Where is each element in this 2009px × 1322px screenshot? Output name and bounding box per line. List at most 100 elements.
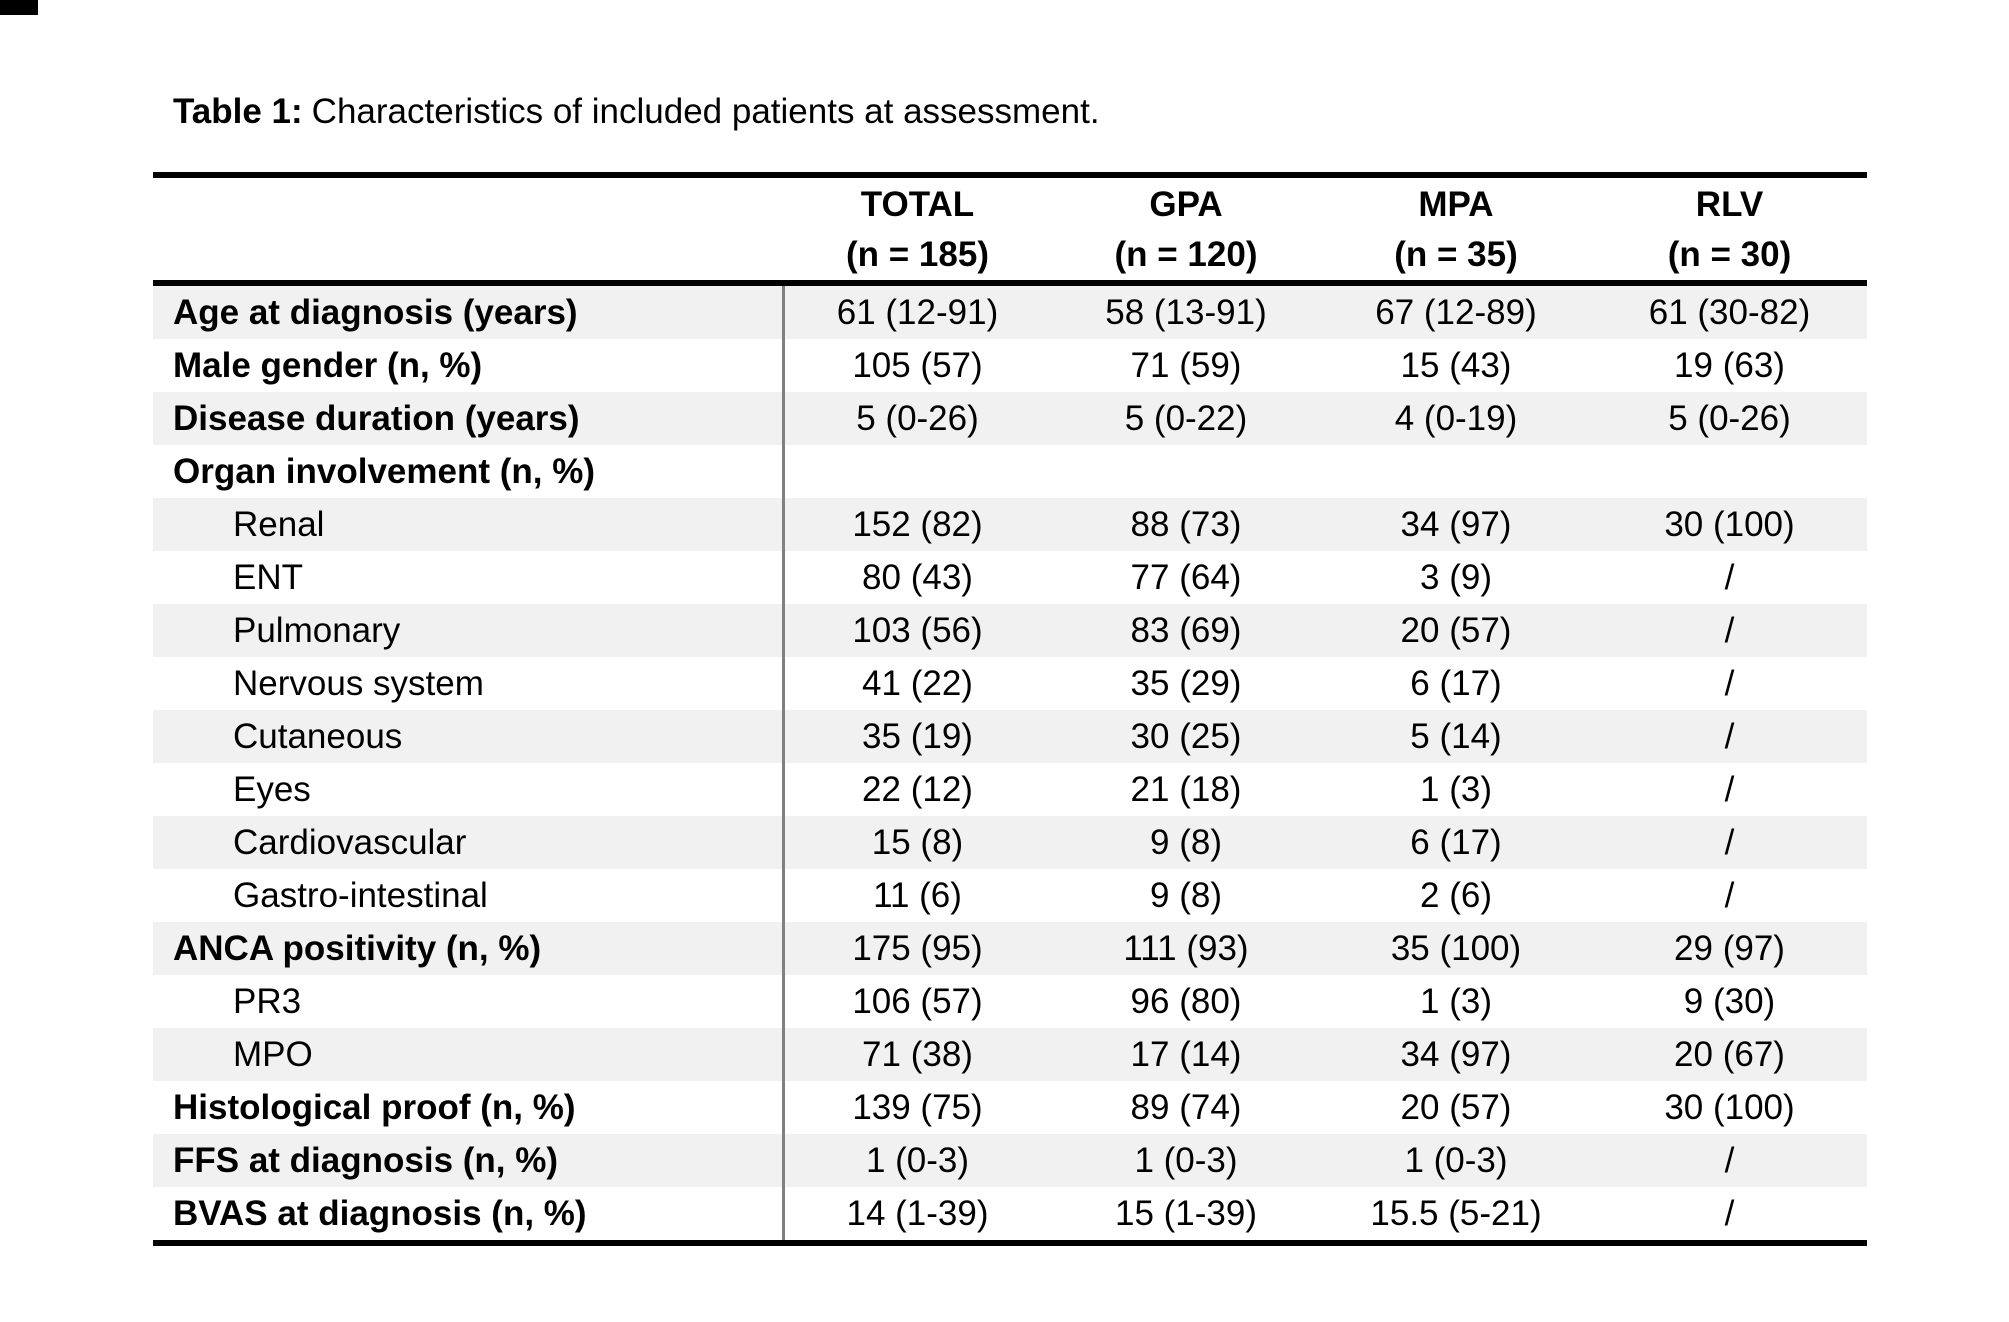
row-label: Organ involvement (n, %) (173, 452, 595, 491)
cell-value: 2 (6) (1420, 876, 1492, 915)
cell-value: 1 (3) (1420, 982, 1492, 1021)
table-caption-label: Table 1: (173, 92, 303, 131)
cell-value: 30 (100) (1664, 505, 1795, 544)
table-row: Pulmonary 103 (56) 83 (69) 20 (57) / (153, 604, 1867, 657)
cell-value: 20 (57) (1400, 1088, 1512, 1127)
row-label: Pulmonary (233, 611, 401, 650)
table-caption-text: Characteristics of included patients at … (311, 92, 1100, 131)
cell-value: 67 (12-89) (1375, 293, 1537, 332)
cell-value: 3 (9) (1420, 558, 1492, 597)
table-row: Nervous system 41 (22) 35 (29) 6 (17) / (153, 657, 1867, 710)
cell-value: 20 (57) (1400, 611, 1512, 650)
row-label: Histological proof (n, %) (173, 1088, 576, 1127)
row-label: Cutaneous (233, 717, 403, 756)
table-bottom-rule (153, 1240, 1867, 1246)
cell-value: 35 (19) (862, 717, 973, 756)
cell-value: 6 (17) (1410, 823, 1502, 862)
cell-value: 106 (57) (852, 982, 983, 1021)
cell-value: 30 (100) (1664, 1088, 1795, 1127)
row-label: MPO (233, 1035, 313, 1074)
row-label: ANCA positivity (n, %) (173, 929, 542, 968)
cell-value: 5 (0-26) (1668, 399, 1791, 438)
column-header-empty (153, 178, 783, 280)
cell-value: 9 (30) (1683, 982, 1776, 1021)
cell-value: / (1724, 717, 1735, 756)
column-n: (n = 120) (1114, 234, 1258, 274)
cell-value: 1 (0-3) (865, 1141, 970, 1180)
cell-value: 1 (3) (1420, 770, 1492, 809)
table-row: BVAS at diagnosis (n, %) 14 (1-39) 15 (1-3… (153, 1187, 1867, 1240)
cell-value: 9 (8) (1150, 823, 1222, 862)
cell-value: 15 (43) (1400, 346, 1512, 385)
cell-value: / (1724, 1141, 1735, 1180)
cell-value: / (1724, 558, 1735, 597)
row-label: Eyes (233, 770, 311, 809)
cell-value: 17 (14) (1130, 1035, 1242, 1074)
cell-value: 5 (0-22) (1124, 399, 1248, 438)
table-row: PR3 106 (57) 96 (80) 1 (3) 9 (30) (153, 975, 1867, 1028)
row-label: Gastro-intestinal (233, 876, 488, 915)
row-label: Age at diagnosis (years) (173, 293, 578, 332)
row-label: ENT (233, 558, 303, 597)
cell-value: 4 (0-19) (1394, 399, 1518, 438)
column-n: (n = 35) (1394, 234, 1518, 274)
row-label: PR3 (233, 982, 302, 1021)
table-caption: Table 1: Characteristics of included pati… (173, 94, 1100, 129)
table-row: ANCA positivity (n, %) 175 (95) 111 (93) 35… (153, 922, 1867, 975)
cell-value: 58 (13-91) (1105, 293, 1267, 332)
table-header-row: TOTAL (n = 185) GPA (n = 120) MPA (n = 3… (153, 178, 1867, 280)
column-name: MPA (1418, 184, 1494, 224)
cell-value: 34 (97) (1400, 1035, 1512, 1074)
table-row: Age at diagnosis (years) 61 (12-91) 58 (13… (153, 286, 1867, 339)
cell-value: 35 (100) (1390, 929, 1522, 968)
cell-value: / (1724, 876, 1735, 915)
cell-value: 1 (0-3) (1404, 1141, 1508, 1180)
column-name: RLV (1695, 184, 1764, 224)
cell-value: / (1724, 1194, 1735, 1233)
cell-value: 5 (14) (1410, 717, 1502, 756)
cell-value: 103 (56) (852, 611, 983, 650)
column-name: GPA (1149, 184, 1223, 224)
cell-value: 41 (22) (862, 664, 973, 703)
cell-value: 111 (93) (1123, 929, 1249, 968)
cell-value: 15.5 (5-21) (1370, 1194, 1542, 1233)
column-header-rlv: RLV (n = 30) (1592, 178, 1867, 280)
cell-value: 61 (12-91) (836, 293, 999, 332)
table-row: Renal 152 (82) 88 (73) 34 (97) 30 (100) (153, 498, 1867, 551)
column-header-gpa: GPA (n = 120) (1052, 178, 1320, 280)
table-row: Male gender (n, %) 105 (57) 71 (59) 15 (43)… (153, 339, 1867, 392)
cell-value: 20 (67) (1674, 1035, 1785, 1074)
cell-value: 80 (43) (862, 558, 973, 597)
patients-characteristics-table: TOTAL (n = 185) GPA (n = 120) MPA (n = 3… (153, 172, 1867, 1246)
row-label: Cardiovascular (233, 823, 467, 862)
cell-value: 35 (29) (1130, 664, 1242, 703)
column-n: (n = 185) (846, 234, 989, 274)
cell-value: / (1724, 823, 1735, 862)
table-row: ENT 80 (43) 77 (64) 3 (9) / (153, 551, 1867, 604)
cell-value: 11 (6) (873, 876, 962, 915)
column-header-total: TOTAL (n = 185) (783, 178, 1052, 280)
table-header-rule (153, 280, 1867, 286)
table-row: Histological proof (n, %) 139 (75) 89 (74)… (153, 1081, 1867, 1134)
cell-value: 22 (12) (862, 770, 973, 809)
cell-value: 34 (97) (1400, 505, 1512, 544)
table-row: Gastro-intestinal 11 (6) 9 (8) 2 (6) / (153, 869, 1867, 922)
cell-value: 152 (82) (852, 505, 983, 544)
cell-value: 88 (73) (1130, 505, 1242, 544)
cell-value: / (1724, 611, 1735, 650)
cell-value: 9 (8) (1150, 876, 1222, 915)
cell-value: 5 (0-26) (856, 399, 979, 438)
cell-value: 6 (17) (1410, 664, 1502, 703)
cell-value: 30 (25) (1130, 717, 1242, 756)
column-name: TOTAL (860, 184, 975, 224)
cell-value: 14 (1-39) (846, 1194, 989, 1233)
cell-value: 19 (63) (1674, 346, 1785, 385)
row-label: Male gender (n, %) (173, 346, 483, 385)
column-n: (n = 30) (1667, 234, 1792, 274)
cell-value: 61 (30-82) (1648, 293, 1811, 332)
cell-value: 71 (38) (862, 1035, 973, 1074)
row-label: Nervous system (233, 664, 484, 703)
table-row: Organ involvement (n, %) (153, 445, 1867, 498)
table-row: Cutaneous 35 (19) 30 (25) 5 (14) / (153, 710, 1867, 763)
cell-value: 175 (95) (852, 929, 983, 968)
